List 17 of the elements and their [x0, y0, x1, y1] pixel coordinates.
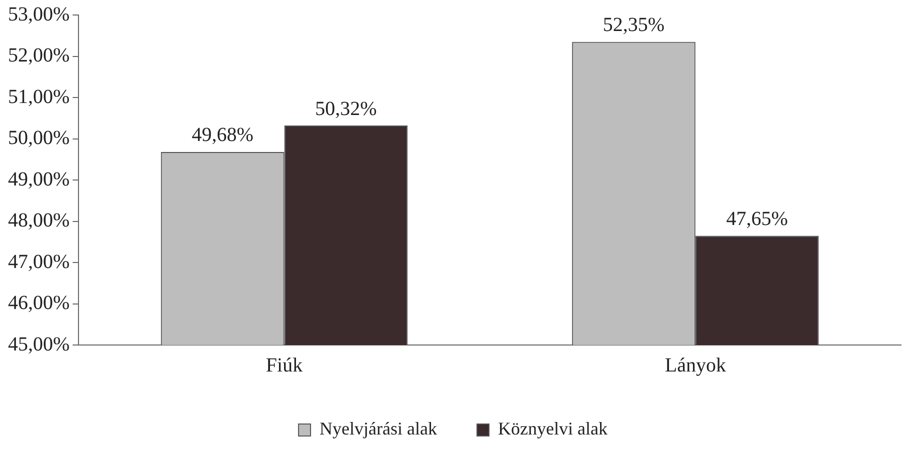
y-tick-label: 50,00% [8, 127, 70, 149]
x-tick-label: Fiúk [266, 354, 303, 376]
data-label: 47,65% [726, 208, 788, 230]
data-label: 50,32% [315, 98, 377, 120]
y-tick-label: 52,00% [8, 44, 70, 66]
y-tick-label: 45,00% [8, 333, 70, 356]
legend-label: Nyelvjárási alak [320, 418, 437, 439]
x-tick-label: Lányok [664, 354, 726, 376]
y-tick-label: 48,00% [8, 210, 70, 232]
y-tick-label: 47,00% [8, 250, 70, 273]
y-tick-label: 49,00% [8, 168, 70, 190]
data-label: 49,68% [192, 124, 254, 146]
y-tick-label: 53,00% [8, 3, 70, 26]
data-label: 52,35% [602, 14, 665, 36]
y-tick-label: 46,00% [8, 292, 70, 314]
legend-label: Köznyelvi alak [498, 418, 608, 439]
y-tick-label: 51,00% [8, 86, 70, 108]
